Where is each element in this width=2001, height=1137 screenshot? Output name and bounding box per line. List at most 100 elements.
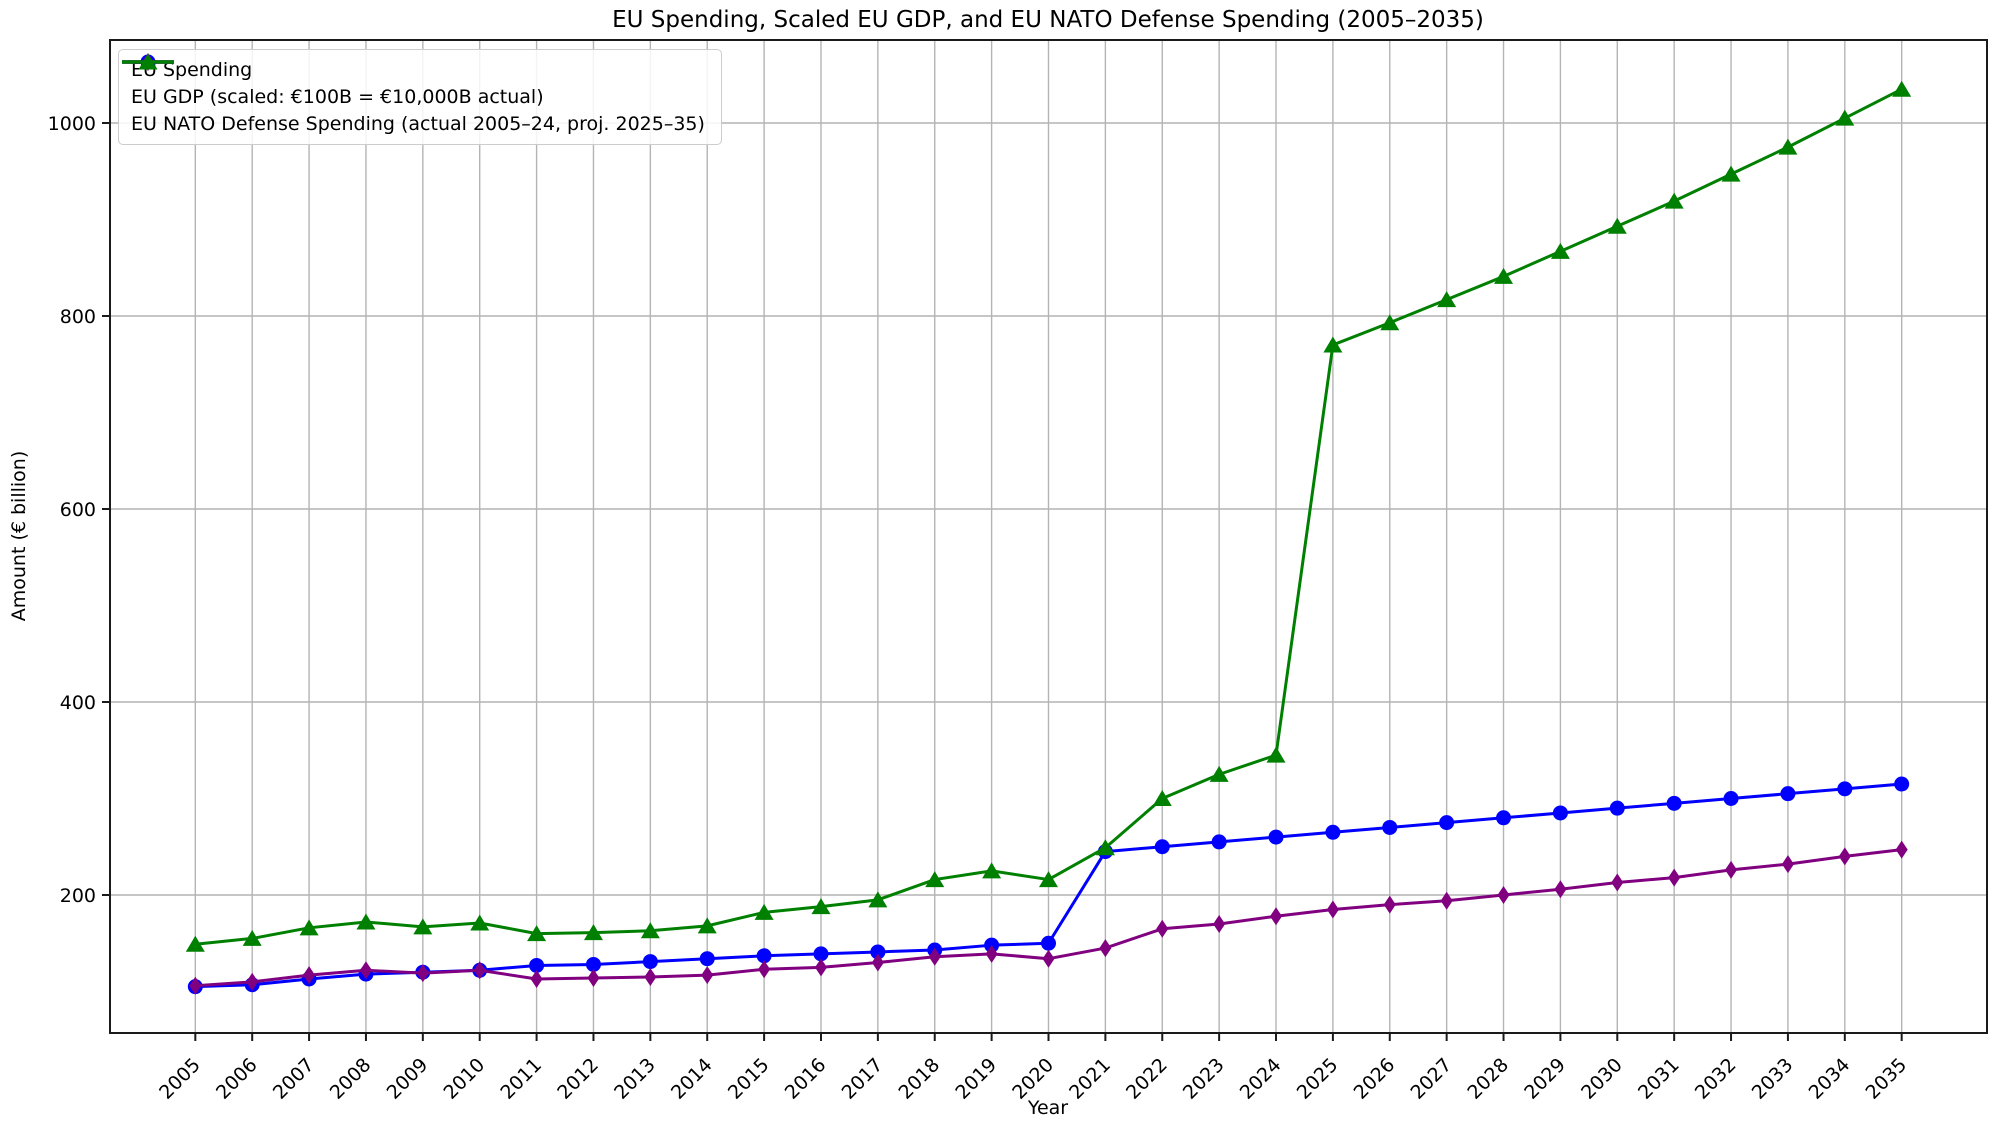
x-tick-label-2033: 2033 xyxy=(1748,1054,1798,1104)
y-axis-label: Amount (€ billion) xyxy=(8,451,30,622)
x-tick-label-2018: 2018 xyxy=(895,1054,945,1104)
eu-gdp-scaled-marker xyxy=(701,966,714,985)
eu-nato-defense-marker xyxy=(1664,192,1684,209)
x-tick-label-2011: 2011 xyxy=(496,1054,546,1104)
eu-nato-defense-marker xyxy=(185,935,205,952)
x-tick-label-2016: 2016 xyxy=(781,1054,831,1104)
eu-gdp-scaled-marker xyxy=(189,976,202,995)
eu-spending-marker xyxy=(1723,791,1739,807)
eu-nato-defense-marker xyxy=(1778,138,1798,155)
eu-spending-marker xyxy=(1041,935,1056,951)
eu-spending-marker xyxy=(870,944,886,960)
x-tick-label-2005: 2005 xyxy=(155,1054,205,1104)
x-tick-label-2035: 2035 xyxy=(1861,1054,1911,1104)
eu-nato-defense-marker xyxy=(697,917,717,934)
eu-gdp-scaled-marker xyxy=(758,960,771,979)
x-tick-label-2014: 2014 xyxy=(667,1054,717,1104)
x-tick-label-2030: 2030 xyxy=(1577,1054,1627,1104)
eu-nato-defense-marker xyxy=(356,913,376,930)
x-axis-label: Year xyxy=(1027,1097,1068,1119)
eu-nato-defense-marker xyxy=(1095,839,1115,856)
legend-item-eu-nato-defense: EU NATO Defense Spending (actual 2005–24… xyxy=(122,53,705,135)
eu-spending-marker xyxy=(1154,839,1170,855)
eu-gdp-scaled-marker xyxy=(587,968,600,987)
chart-title: EU Spending, Scaled EU GDP, and EU NATO … xyxy=(612,7,1484,33)
x-tick-label-2026: 2026 xyxy=(1350,1054,1400,1104)
eu-nato-defense-marker xyxy=(1323,336,1343,353)
x-tick-label-2010: 2010 xyxy=(439,1054,489,1104)
x-tick-label-2029: 2029 xyxy=(1520,1054,1570,1104)
eu-nato-defense-marker xyxy=(1209,765,1229,782)
eu-gdp-scaled-marker xyxy=(1725,860,1738,879)
eu-gdp-scaled-marker xyxy=(303,966,316,985)
eu-gdp-scaled-marker xyxy=(1554,880,1567,899)
eu-spending-marker xyxy=(1552,805,1568,821)
eu-spending-marker xyxy=(1780,786,1796,802)
eu-gdp-scaled-marker xyxy=(644,968,657,987)
eu-nato-defense-marker xyxy=(1607,217,1627,234)
legend-item-eu-gdp-scaled: EU GDP (scaled: €100B = €10,000B actual) xyxy=(122,53,705,108)
eu-spending-marker xyxy=(1837,781,1853,797)
eu-spending-marker xyxy=(699,951,715,967)
eu-nato-defense-marker xyxy=(527,925,547,942)
eu-nato-defense-marker xyxy=(1892,80,1912,97)
eu-spending-marker xyxy=(1382,819,1398,835)
eu-gdp-scaled-marker xyxy=(246,972,259,991)
eu-gdp-scaled-marker xyxy=(1326,900,1339,919)
eu-gdp-scaled-marker xyxy=(1497,886,1510,905)
eu-nato-defense-marker xyxy=(1152,790,1172,807)
eu-gdp-scaled-marker xyxy=(814,958,827,977)
legend-item-label: EU NATO Defense Spending (actual 2005–24… xyxy=(131,113,705,135)
eu-nato-defense-marker xyxy=(982,862,1002,879)
eu-nato-defense-marker xyxy=(1380,314,1400,331)
x-tick-label-2024: 2024 xyxy=(1236,1054,1286,1104)
eu-gdp-scaled-marker xyxy=(1213,914,1226,933)
eu-gdp-scaled-marker xyxy=(1099,939,1112,958)
eu-gdp-scaled-marker xyxy=(1611,873,1624,892)
eu-gdp-scaled-marker xyxy=(1668,868,1681,887)
eu-spending-marker xyxy=(813,946,829,962)
eu-spending-marker xyxy=(1325,824,1341,840)
x-tick-label-2007: 2007 xyxy=(269,1054,319,1104)
eu-gdp-scaled-marker xyxy=(928,947,941,966)
eu-nato-defense-marker xyxy=(925,871,945,888)
y-tick-label-400: 400 xyxy=(60,692,96,714)
eu-nato-defense-marker xyxy=(242,929,262,946)
eu-spending-marker xyxy=(529,957,545,973)
x-tick-label-2023: 2023 xyxy=(1179,1054,1229,1104)
y-tick-label-800: 800 xyxy=(60,306,96,328)
eu-gdp-scaled-marker xyxy=(1270,907,1283,926)
eu-nato-defense-marker xyxy=(1437,291,1457,308)
eu-nato-defense-marker xyxy=(1721,165,1741,182)
eu-nato-defense-marker xyxy=(1550,242,1570,259)
series-layer xyxy=(185,80,1912,995)
legend-marker-sample xyxy=(138,53,158,70)
eu-gdp-scaled-marker xyxy=(1440,891,1453,910)
eu-nato-defense-marker xyxy=(1039,871,1058,888)
eu-gdp-scaled-marker xyxy=(985,944,998,963)
legend-item-eu-spending: EU Spending xyxy=(122,54,705,81)
x-tick-label-2025: 2025 xyxy=(1293,1054,1343,1104)
y-tick-label-600: 600 xyxy=(60,499,96,521)
eu-spending-marker xyxy=(1496,810,1512,826)
eu-nato-defense-marker xyxy=(640,922,660,939)
eu-gdp-scaled-marker xyxy=(416,964,429,983)
eu-gdp-scaled-marker xyxy=(1042,949,1055,968)
eu-nato-defense-marker xyxy=(754,903,774,920)
eu-nato-defense-marker xyxy=(583,924,603,941)
eu-gdp-scaled-marker xyxy=(1156,919,1169,938)
eu-nato-defense-marker xyxy=(470,914,490,931)
x-tick-label-2015: 2015 xyxy=(724,1054,774,1104)
eu-gdp-scaled-marker xyxy=(871,953,884,972)
eu-nato-defense-marker xyxy=(811,898,831,915)
y-tick-label-1000: 1000 xyxy=(48,113,96,135)
triangle-marker-icon xyxy=(122,53,174,70)
legend-item-label: EU GDP (scaled: €100B = €10,000B actual) xyxy=(131,86,544,108)
legend: EU Spending EU GDP (scaled: €100B = €10,0… xyxy=(118,49,722,145)
x-tick-label-2019: 2019 xyxy=(951,1054,1001,1104)
eu-nato-defense-marker xyxy=(413,918,433,935)
eu-spending-marker xyxy=(1439,815,1455,831)
eu-spending-marker xyxy=(1609,800,1625,816)
